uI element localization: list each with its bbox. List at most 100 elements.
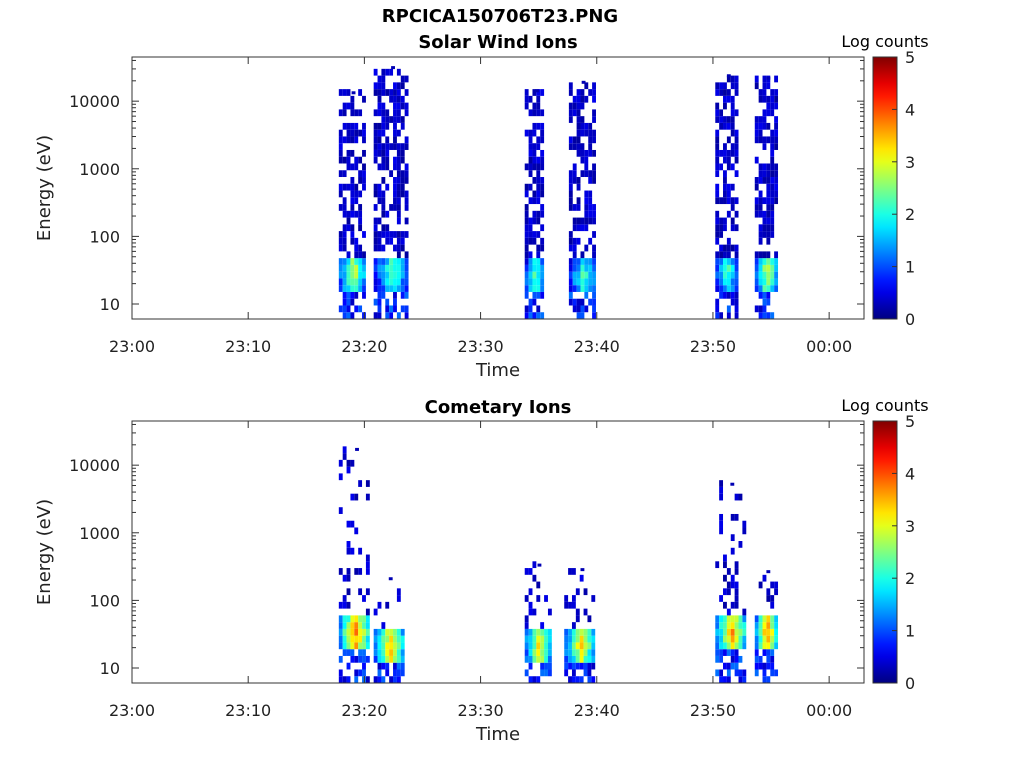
heatmap-cell [734, 655, 739, 663]
heatmap-cell [404, 89, 409, 96]
heatmap-cell [766, 210, 771, 218]
heatmap-cell [742, 622, 747, 629]
heatmap-cell [404, 190, 409, 198]
heatmap-cell [734, 75, 739, 83]
heatmap-cell [385, 183, 390, 191]
heatmap-cell [766, 635, 771, 643]
heatmap-cell [568, 676, 572, 683]
heatmap-cell [393, 156, 397, 164]
heatmap-cell [532, 258, 537, 265]
heatmap-cell [774, 116, 779, 123]
heatmap-cell [381, 68, 386, 76]
heatmap-cell [536, 676, 541, 683]
heatmap-cell [587, 628, 592, 636]
heatmap-cell [576, 271, 581, 279]
heatmap-cell [362, 628, 366, 636]
heatmap-cell [362, 122, 366, 130]
heatmap-cell [396, 170, 401, 178]
heatmap-cell [342, 224, 347, 232]
heatmap-cell [342, 231, 347, 238]
panel-solar-wind: 23:00 23:10 23:20 23:30 23:40 23:50 00:0010100… [34, 32, 929, 381]
heatmap-cell [568, 662, 572, 670]
heatmap-cell [587, 655, 592, 663]
heatmap-cell [576, 224, 581, 232]
heatmap-cell [723, 122, 727, 130]
heatmap-cell [730, 95, 735, 103]
heatmap-cell [393, 244, 397, 252]
heatmap-cell [730, 183, 735, 191]
heatmap-cell [592, 95, 596, 103]
heatmap-cell [338, 271, 343, 279]
heatmap-cell [362, 662, 366, 670]
heatmap-cell [381, 109, 386, 117]
heatmap-cell [377, 264, 382, 272]
heatmap-cell [584, 204, 589, 211]
heatmap-cell [588, 136, 593, 144]
heatmap-cell [734, 82, 739, 90]
heatmap-cell [726, 615, 731, 623]
heatmap-cell [396, 312, 401, 319]
heatmap-cell [540, 622, 545, 629]
heatmap-cell [754, 183, 759, 191]
heatmap-cell [377, 149, 382, 157]
heatmap-cell [770, 89, 775, 96]
heatmap-cell [762, 676, 767, 683]
heatmap-cell [362, 251, 366, 259]
heatmap-cell [351, 91, 356, 95]
heatmap-cell [723, 635, 727, 643]
heatmap-cell [528, 183, 533, 191]
heatmap-cell [365, 628, 370, 636]
heatmap-cell [592, 170, 596, 178]
heatmap-cell [346, 541, 351, 548]
heatmap-cell [365, 655, 370, 663]
heatmap-cell [342, 615, 347, 623]
heatmap-cell [762, 642, 767, 650]
heatmap-cell [719, 89, 724, 96]
heatmap-cell [396, 676, 401, 683]
colorbar-tick-label: 1 [905, 622, 915, 641]
heatmap-cell [715, 136, 720, 144]
heatmap-cell [762, 217, 767, 225]
heatmap-cell [381, 285, 386, 292]
heatmap-cell [346, 628, 351, 636]
heatmap-cell [774, 251, 779, 259]
heatmap-cell [393, 298, 397, 306]
heatmap-cell [346, 466, 351, 474]
heatmap-cell [400, 628, 405, 636]
heatmap-cell [377, 197, 382, 205]
heatmap-cell [715, 102, 720, 110]
heatmap-cell [762, 75, 767, 83]
heatmap-cell [377, 601, 382, 609]
heatmap-cell [579, 574, 584, 582]
heatmap-cell [730, 258, 735, 265]
heatmap-cell [730, 217, 735, 225]
heatmap-cell [358, 547, 363, 555]
heatmap-cell [774, 642, 779, 650]
heatmap-cell [738, 622, 743, 629]
heatmap-cell [723, 183, 727, 191]
heatmap-cell [758, 116, 763, 123]
heatmap-cell [758, 163, 763, 171]
heatmap-cell [730, 291, 735, 299]
y-tick-label: 10 [100, 295, 120, 314]
heatmap-cell [532, 264, 537, 272]
heatmap-cell [404, 251, 409, 259]
heatmap-cell [766, 298, 771, 306]
heatmap-cell [544, 669, 548, 677]
heatmap-cell [346, 635, 351, 643]
heatmap-cell [571, 649, 576, 656]
heatmap-cell [754, 129, 759, 137]
heatmap-cell [576, 116, 581, 123]
heatmap-cell [396, 177, 401, 184]
heatmap-cell [358, 264, 363, 272]
heatmap-cell [774, 588, 779, 596]
heatmap-cell [762, 163, 767, 171]
heatmap-cell [738, 541, 743, 548]
heatmap-cell [770, 264, 775, 272]
x-tick-label: 23:50 [690, 701, 736, 720]
heatmap-cell [583, 655, 588, 663]
heatmap-cell [723, 244, 727, 252]
heatmap-cell [536, 163, 541, 171]
heatmap-cell [726, 163, 731, 171]
heatmap-cell [536, 109, 541, 117]
